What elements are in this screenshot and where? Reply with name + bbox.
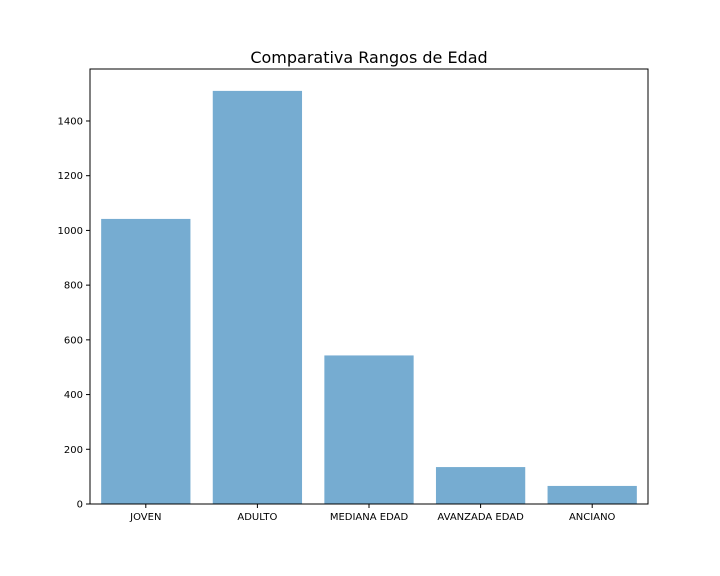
x-tick-label: MEDIANA EDAD xyxy=(330,512,409,523)
bar-anciano xyxy=(547,485,637,504)
y-tick-label: 400 xyxy=(64,390,83,401)
x-axis: JOVEN ADULTO MEDIANA EDAD AVANZADA EDAD ANCI… xyxy=(129,504,616,523)
x-tick-label: ADULTO xyxy=(237,512,277,523)
y-axis: 0 200 400 600 800 1000 1200 1400 xyxy=(58,116,90,511)
y-tick-label: 800 xyxy=(64,281,83,292)
y-tick-label: 1200 xyxy=(58,171,83,182)
bar-adulto xyxy=(212,90,303,504)
bars-layer xyxy=(101,90,637,505)
x-tick-label: JOVEN xyxy=(129,512,161,523)
plot-frame xyxy=(89,68,649,505)
y-tick-label: 0 xyxy=(77,500,83,511)
x-tick-label: ANCIANO xyxy=(569,512,616,523)
y-tick-label: 600 xyxy=(64,335,83,346)
y-tick-label: 1400 xyxy=(58,116,83,127)
chart-title: Comparativa Rangos de Edad xyxy=(250,48,487,67)
bar-avanzada-edad xyxy=(435,467,526,504)
x-tick-label: AVANZADA EDAD xyxy=(437,512,524,523)
bar-joven xyxy=(101,218,191,505)
y-tick-label: 200 xyxy=(64,445,83,456)
y-tick-label: 1000 xyxy=(58,226,83,237)
bar-mediana-edad xyxy=(324,355,414,504)
